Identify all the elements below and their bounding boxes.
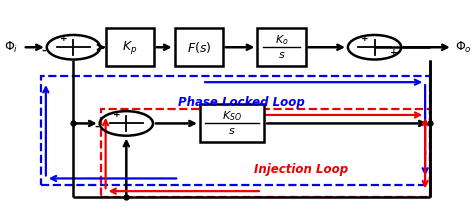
FancyBboxPatch shape (200, 104, 264, 142)
Text: $K_{SO}$: $K_{SO}$ (222, 110, 242, 124)
FancyBboxPatch shape (174, 28, 223, 66)
FancyBboxPatch shape (257, 28, 306, 66)
Text: Phase Locked Loop: Phase Locked Loop (178, 96, 305, 109)
Text: $\Phi_o$: $\Phi_o$ (455, 40, 472, 55)
Text: -: - (42, 46, 46, 56)
FancyBboxPatch shape (106, 28, 154, 66)
Text: $s$: $s$ (228, 126, 236, 136)
Text: Injection Loop: Injection Loop (254, 164, 348, 177)
Bar (41, 76, 430, 185)
Text: +: + (60, 34, 68, 43)
Text: +: + (361, 34, 369, 43)
Bar (101, 109, 430, 197)
Text: $K_o$: $K_o$ (274, 33, 288, 47)
Text: +: + (390, 48, 398, 57)
Text: $s$: $s$ (278, 50, 285, 60)
Text: $\Phi_i$: $\Phi_i$ (4, 40, 18, 55)
Text: -: - (95, 122, 99, 132)
Text: +: + (113, 110, 121, 119)
Text: $F(s)$: $F(s)$ (187, 40, 211, 55)
Text: $K_p$: $K_p$ (122, 39, 137, 56)
